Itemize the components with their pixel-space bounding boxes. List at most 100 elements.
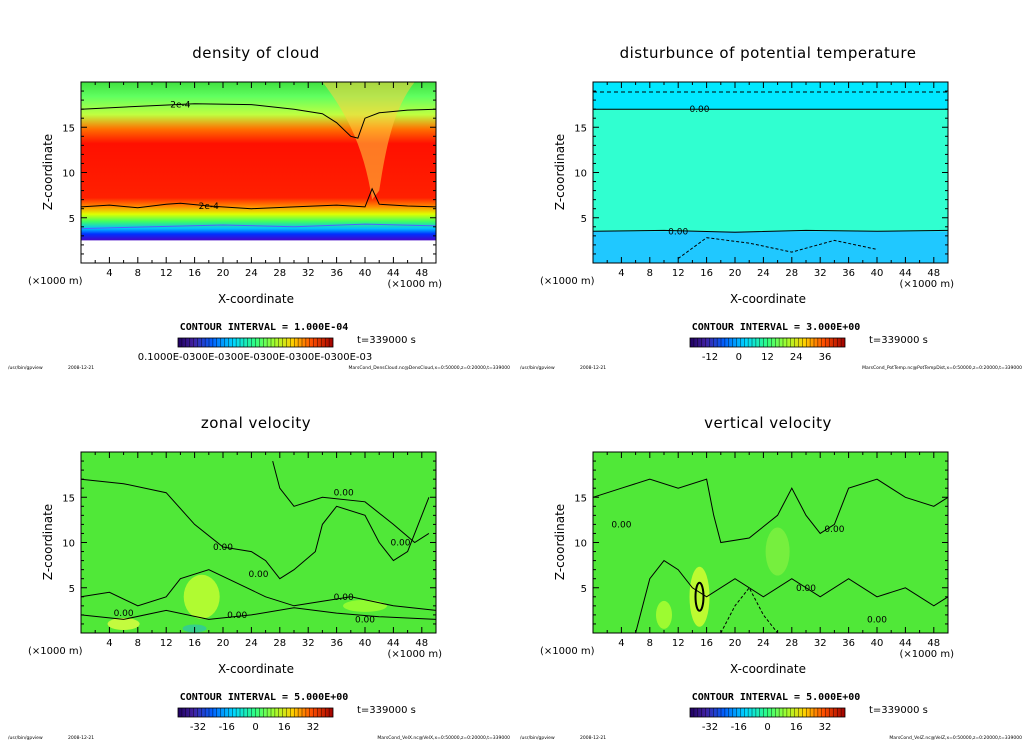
footer-source: MarsCond_DensCloud.nc@DensCloud,x=0:5000… [349,365,511,370]
contour-line [272,460,430,544]
x-tick-label: 4 [618,268,624,279]
contour-line [80,223,437,230]
velocity-extremum [656,600,672,629]
x-tick-label: 32 [302,638,315,649]
contour-label: 0.00 [867,615,887,625]
colorbar-divisions [693,338,842,347]
x-tick-label: 12 [672,638,685,649]
x-tick-label: 44 [899,268,912,279]
y-axis-unit: (×1000 m) [28,276,83,287]
contour-lines [592,478,949,634]
chart-title: disturbunce of potential temperature [620,44,917,62]
contour-line [80,569,437,611]
x-tick-label: 44 [387,638,400,649]
contour-label: 0.00 [390,539,410,549]
x-tick-label: 8 [647,268,653,279]
x-tick-label: 48 [415,638,428,649]
chart-svg: 0.00 0.000.000.004 8 12 16 20 24 28 32 36 40 44 4851… [520,414,1022,740]
x-tick-label: 32 [814,268,827,279]
field-image [81,82,436,263]
x-tick-label: 24 [757,638,770,649]
x-tick-label: 8 [135,638,141,649]
contour-label: 0.00 [248,570,268,580]
x-tick-label: 28 [273,268,286,279]
colorbar-label: 0 [252,722,258,733]
colorbar-label: 32 [819,722,832,733]
y-axis-label: Z-coordinate [553,134,567,210]
footer-source: MarsCond_PotTemp.nc@PotTempDist,x=0:5000… [862,365,1022,370]
colorbar-label: -16 [731,722,747,733]
colorbar-divisions [181,708,330,717]
y-tick-label: 10 [62,539,75,550]
colorbar-label: -16 [219,722,235,733]
chart-title: zonal velocity [201,414,311,432]
x-tick-label: 12 [160,268,173,279]
y-tick-label: 10 [62,169,75,180]
footer-program: /usr/bin/gpview [520,365,555,370]
x-tick-label: 36 [842,638,855,649]
y-tick-label: 15 [574,123,587,134]
x-tick-label: 8 [647,638,653,649]
field-image [593,82,948,263]
footer-source: MarsCond_VelX.nc@VelX,x=0:50000,z=0:2000… [377,735,510,740]
x-tick-label: 16 [700,268,713,279]
time-label: t=339000 s [869,705,928,716]
x-tick-label: 16 [700,638,713,649]
x-tick-label: 4 [618,638,624,649]
contour-label: 0.00 [689,105,709,115]
x-tick-label: 28 [785,638,798,649]
contour-interval: CONTOUR INTERVAL = 5.000E+00 [692,692,861,703]
colorbar-divisions [693,708,842,717]
contour-interval: CONTOUR INTERVAL = 5.000E+00 [180,692,349,703]
x-axis-unit: (×1000 m) [387,279,442,290]
contour-label: 2e-4 [170,101,191,111]
upper-layer-fill [593,82,948,110]
contour-label: 0.00 [114,609,134,619]
contour-label: 0.00 [355,615,375,625]
contour-line [635,559,949,634]
x-axis-unit: (×1000 m) [387,649,442,660]
field-image [593,452,948,633]
x-tick-label: 12 [160,638,173,649]
contour-line [694,581,705,612]
x-tick-label: 32 [302,268,315,279]
x-axis-label: X-coordinate [218,662,294,676]
x-axis-label: X-coordinate [730,292,806,306]
x-tick-label: 40 [359,268,372,279]
x-tick-label: 4 [106,638,112,649]
lower-layer-fill [593,231,948,263]
x-axis-label: X-coordinate [218,292,294,306]
x-tick-label: 32 [814,638,827,649]
colorbar-label: 36 [819,352,832,363]
footer-program: /usr/bin/gpview [520,735,555,740]
x-tick-label: 4 [106,268,112,279]
colorbar-label: -12 [702,352,718,363]
y-tick-label: 10 [574,169,587,180]
footer-date: 2008-12-21 [68,735,94,740]
y-tick-label: 15 [574,493,587,504]
y-tick-label: 15 [62,493,75,504]
x-tick-label: 16 [188,638,201,649]
x-tick-label: 8 [135,268,141,279]
contour-lines [80,460,437,620]
y-axis-label: Z-coordinate [41,504,55,580]
y-axis-unit: (×1000 m) [540,646,595,657]
panel-potential-temperature: 0.00 0.00 4 8 12 16 20 24 28 32 36 40 44 48 5 10 15 distu… [512,0,1024,370]
x-tick-label: 28 [273,638,286,649]
contour-line [720,586,778,634]
x-tick-label: 20 [729,268,742,279]
colorbar-label: -32 [702,722,718,733]
footer-date: 2008-12-21 [580,735,606,740]
y-tick-label: 10 [574,539,587,550]
contour-line [80,478,430,580]
x-tick-label: 24 [245,638,258,649]
x-tick-label: 44 [899,638,912,649]
contour-label: 0.00 [611,520,631,530]
contour-line [592,229,949,233]
contour-label: 0.00 [334,489,354,499]
contour-label: 0.00 [213,543,233,553]
x-tick-label: 12 [672,268,685,279]
contour-label: 0.00 [796,584,816,594]
contour-line [80,187,437,210]
x-tick-label: 44 [387,268,400,279]
